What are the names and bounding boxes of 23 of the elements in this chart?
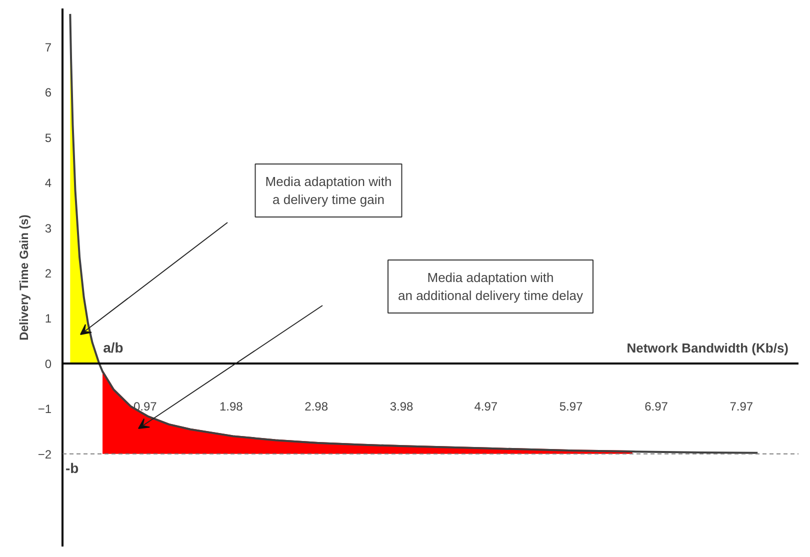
y-tick-label: 0: [44, 356, 52, 371]
x-tick-label: 6.97: [644, 399, 668, 414]
ref-line-label: -b: [66, 460, 79, 476]
x-tick-label: 5.97: [559, 399, 584, 414]
x-tick-label: 3.98: [390, 399, 414, 414]
annotation: a/b: [103, 339, 124, 356]
x-tick-label: 1.98: [219, 399, 244, 414]
y-tick-label: 7: [44, 40, 52, 54]
y-tick-label: 1: [44, 312, 52, 326]
y-tick-label: −2: [38, 447, 52, 462]
x-tick-label: 2.98: [304, 399, 328, 414]
y-tick-label: 2: [44, 266, 52, 280]
x-tick-label: 7.97: [730, 399, 754, 414]
y-tick-label: 6: [44, 86, 52, 100]
x-tick-label: 4.97: [474, 399, 498, 414]
y-axis-title: Delivery Time Gain (s): [16, 214, 31, 340]
y-tick-label: −1: [38, 402, 52, 416]
y-tick-label: 5: [44, 130, 52, 145]
y-tick-label: 3: [44, 221, 52, 236]
y-tick-label: 4: [44, 176, 52, 190]
annotation: Media adaptation with an additional delivery time delay: [398, 270, 584, 303]
annotation: Media adaptation with a delivery time gain: [265, 174, 392, 207]
x-axis-title: Network Bandwidth (Kb/s): [626, 340, 789, 356]
